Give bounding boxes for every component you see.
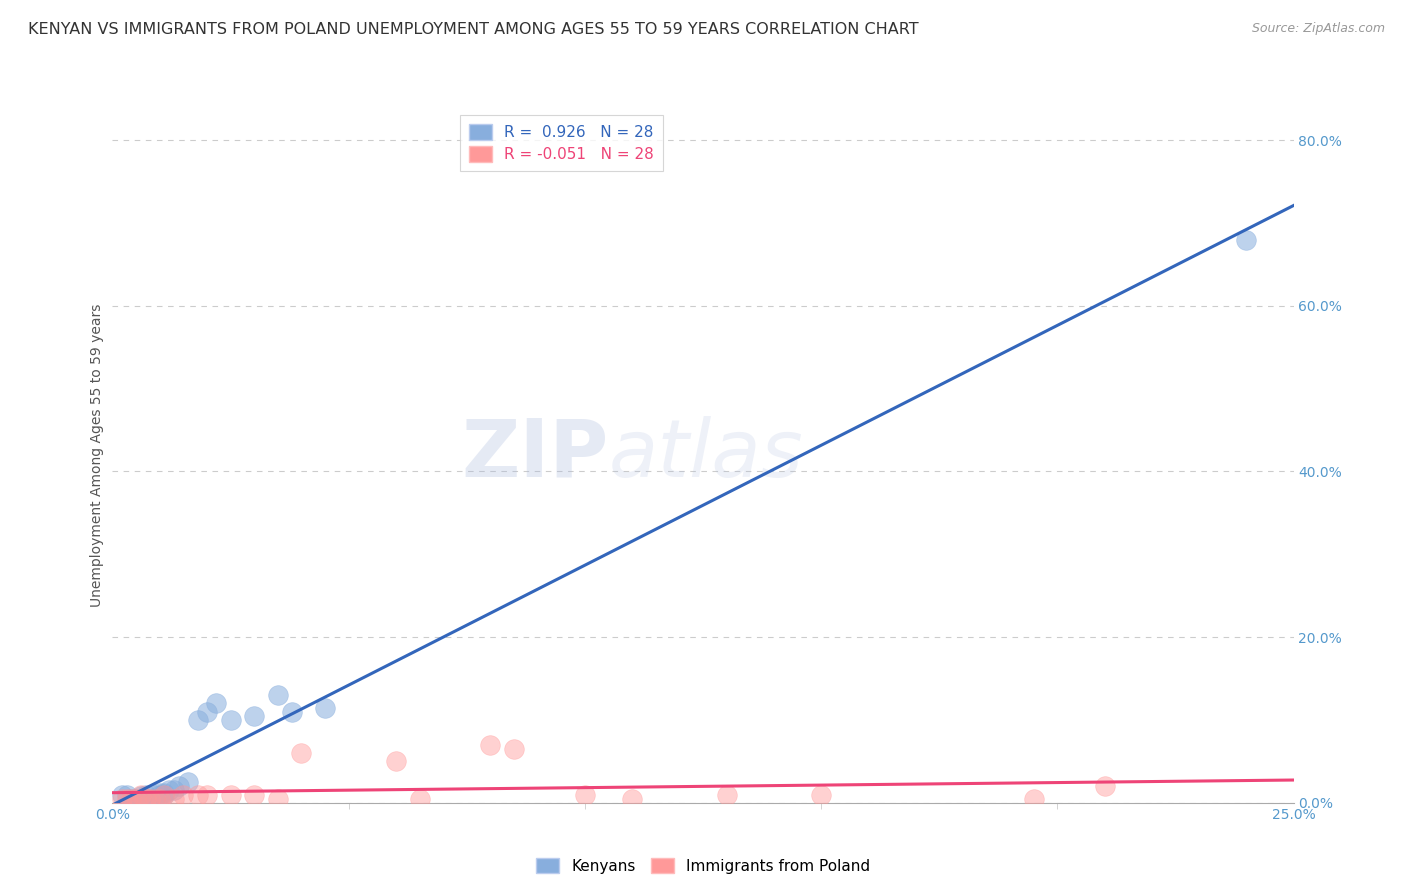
Point xyxy=(149,791,172,805)
Y-axis label: Unemployment Among Ages 55 to 59 years: Unemployment Among Ages 55 to 59 years xyxy=(90,303,104,607)
Point xyxy=(111,791,134,805)
Point xyxy=(143,788,166,802)
Point xyxy=(479,738,502,752)
Point xyxy=(125,791,148,805)
Point xyxy=(163,783,186,797)
Point xyxy=(186,713,208,727)
Point xyxy=(408,791,430,805)
Point xyxy=(574,788,596,802)
Legend: R =  0.926   N = 28, R = -0.051   N = 28: R = 0.926 N = 28, R = -0.051 N = 28 xyxy=(460,115,662,171)
Point xyxy=(129,789,152,804)
Point xyxy=(139,791,162,805)
Point xyxy=(1094,779,1116,793)
Point xyxy=(1234,233,1257,247)
Point xyxy=(385,755,408,769)
Text: ZIP: ZIP xyxy=(461,416,609,494)
Point xyxy=(810,788,832,802)
Point xyxy=(139,791,162,805)
Point xyxy=(163,791,186,805)
Point xyxy=(290,746,312,760)
Point xyxy=(135,791,157,805)
Point xyxy=(177,775,200,789)
Point xyxy=(143,791,166,805)
Point xyxy=(153,786,176,800)
Point xyxy=(115,791,138,805)
Point xyxy=(135,788,157,802)
Point xyxy=(219,788,242,802)
Point xyxy=(157,783,180,797)
Point xyxy=(267,688,290,702)
Point xyxy=(153,788,176,802)
Point xyxy=(135,791,157,805)
Point xyxy=(205,697,228,711)
Legend: Kenyans, Immigrants from Poland: Kenyans, Immigrants from Poland xyxy=(530,852,876,880)
Point xyxy=(149,786,172,800)
Point xyxy=(129,791,152,805)
Point xyxy=(621,791,644,805)
Point xyxy=(314,700,336,714)
Point xyxy=(195,705,218,719)
Point xyxy=(115,788,138,802)
Point xyxy=(120,791,142,805)
Point xyxy=(243,788,266,802)
Point xyxy=(219,713,242,727)
Point xyxy=(1022,791,1045,805)
Point xyxy=(111,788,134,802)
Point xyxy=(267,791,290,805)
Point xyxy=(503,742,526,756)
Text: Source: ZipAtlas.com: Source: ZipAtlas.com xyxy=(1251,22,1385,36)
Point xyxy=(149,788,172,802)
Text: KENYAN VS IMMIGRANTS FROM POLAND UNEMPLOYMENT AMONG AGES 55 TO 59 YEARS CORRELAT: KENYAN VS IMMIGRANTS FROM POLAND UNEMPLO… xyxy=(28,22,918,37)
Point xyxy=(143,791,166,805)
Point xyxy=(129,788,152,802)
Point xyxy=(172,788,194,802)
Point xyxy=(281,705,304,719)
Point xyxy=(716,788,738,802)
Text: atlas: atlas xyxy=(609,416,803,494)
Point xyxy=(153,788,176,802)
Point xyxy=(167,779,190,793)
Point xyxy=(243,708,266,723)
Point xyxy=(120,791,142,805)
Point xyxy=(195,788,218,802)
Point xyxy=(125,791,148,805)
Point xyxy=(186,788,208,802)
